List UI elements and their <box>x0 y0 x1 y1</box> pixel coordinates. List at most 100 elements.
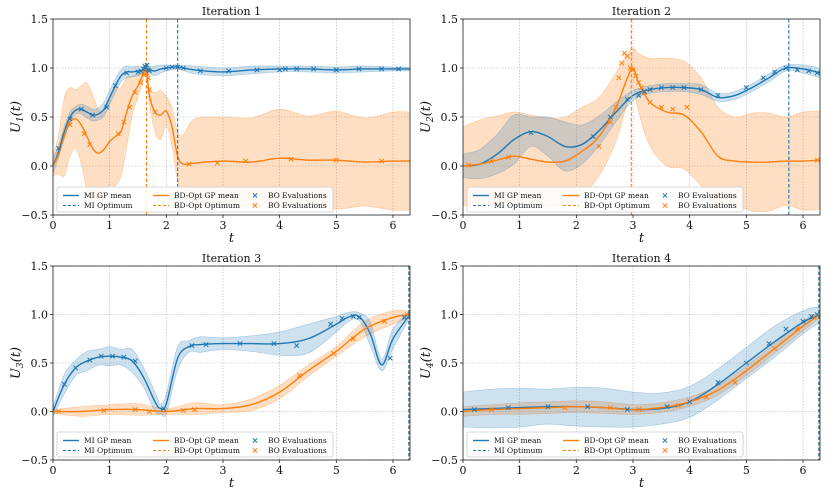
x-tick-label: 2 <box>163 219 170 232</box>
x-tick-label: 2 <box>573 464 580 477</box>
legend-box <box>466 186 744 213</box>
x-tick-label: 6 <box>390 219 397 232</box>
bo-evaluation-mi-point <box>624 407 630 413</box>
bo-evaluation-mi-point <box>715 379 721 385</box>
series-line-bd-opt-gp-mean <box>53 313 410 413</box>
bo-evaluation-bd-point <box>101 407 107 414</box>
bo-evaluation-bd-point <box>146 87 152 93</box>
bo-evaluation-mi-point <box>67 116 73 122</box>
legend-marker-handle <box>662 202 668 209</box>
x-tick-label: 5 <box>743 464 750 477</box>
bo-evaluation-bd-point <box>138 80 144 86</box>
bo-evaluation-bd-point <box>814 157 820 163</box>
bo-evaluation-mi-point <box>271 341 277 347</box>
y-tick-label: 0.5 <box>441 111 459 124</box>
legend-marker-handle <box>252 202 258 209</box>
bo-evaluation-mi-point <box>585 404 591 410</box>
y-axis-label: U2(t) <box>419 101 436 133</box>
bo-evaluation-mi-point <box>90 112 96 118</box>
bo-evaluation-bd-point <box>145 75 151 81</box>
bo-evaluation-mi-point <box>379 66 385 72</box>
confidence-band-mi <box>53 64 410 174</box>
x-tick-label: 5 <box>333 219 340 232</box>
bo-evaluation-bd-point <box>214 160 220 166</box>
y-axis-label-main: U <box>9 367 24 379</box>
confidence-band-bd <box>53 63 410 211</box>
bo-evaluation-bd-point <box>636 407 642 413</box>
bo-evaluation-mi-point <box>197 68 203 74</box>
legend-label: MI GP mean <box>84 191 131 200</box>
legend-label: BO Evaluations <box>678 446 737 455</box>
x-tick-label: 5 <box>743 219 750 232</box>
bo-evaluation-bd-point <box>132 89 138 96</box>
bo-evaluation-mi-point <box>715 92 721 98</box>
bo-evaluation-mi-point <box>132 358 138 364</box>
bo-evaluation-mi-point <box>203 342 209 348</box>
legend-label: BO Evaluations <box>678 436 737 445</box>
y-tick-label: 0.0 <box>31 160 49 173</box>
y-axis-label-arg: (t) <box>9 101 24 116</box>
legend-label: BO Evaluations <box>268 436 327 445</box>
bo-evaluation-mi-point <box>237 341 243 347</box>
bo-evaluation-mi-point <box>607 114 613 120</box>
x-tick-label: 1 <box>516 464 523 477</box>
x-axis-label: t <box>229 476 235 491</box>
x-tick-label: 0 <box>50 219 57 232</box>
bo-evaluation-bd-point <box>630 67 636 73</box>
x-tick-label: 0 <box>460 219 467 232</box>
bo-evaluation-bd-point <box>627 65 633 71</box>
legend-label: BD-Opt GP mean <box>584 191 649 200</box>
legend-label: MI Optimum <box>494 201 542 210</box>
bo-evaluation-bd-point <box>675 403 681 409</box>
x-axis-label: t <box>229 231 235 246</box>
bo-evaluation-mi-point <box>350 313 356 319</box>
legend-marker-handle <box>662 447 668 454</box>
x-tick-label: 3 <box>630 219 637 232</box>
series-line-bd-opt-gp-mean <box>463 67 820 167</box>
bo-evaluation-bd-point <box>146 408 152 415</box>
bo-evaluation-mi-point <box>112 83 118 89</box>
x-tick-label: 0 <box>50 464 57 477</box>
legend-marker-handle <box>662 437 668 444</box>
y-tick-label: 1.0 <box>441 309 459 322</box>
bo-evaluation-mi-point <box>407 311 410 318</box>
bo-evaluation-bd-point <box>670 106 676 112</box>
bo-evaluation-mi-point <box>294 66 300 72</box>
legend-box <box>466 431 744 458</box>
y-tick-label: 0.0 <box>441 406 459 419</box>
bo-evaluation-mi-point <box>783 65 789 71</box>
legend-label: MI GP mean <box>494 191 541 200</box>
legend-label: BO Evaluations <box>268 201 327 210</box>
bo-evaluation-mi-point <box>743 85 749 91</box>
bo-evaluation-mi-point <box>356 66 362 72</box>
bo-evaluation-bd-point <box>81 131 87 137</box>
x-tick-label: 3 <box>630 464 637 477</box>
y-axis-label-subscript: 4 <box>426 362 436 369</box>
legend-marker-handle <box>252 192 258 199</box>
bo-evaluation-mi-point <box>766 341 772 347</box>
bo-evaluation-mi-point <box>670 85 676 91</box>
bo-evaluation-mi-point <box>806 68 812 74</box>
legend-label: BD-Opt Optimum <box>174 446 240 455</box>
bo-evaluation-mi-point <box>226 68 232 74</box>
bo-evaluation-mi-point <box>760 75 766 81</box>
x-axis-label: t <box>639 231 645 246</box>
bo-evaluation-mi-point <box>687 399 693 405</box>
plot-area <box>53 19 410 215</box>
y-axis-label-arg: (t) <box>9 347 24 362</box>
bo-evaluation-bd-point <box>607 119 613 125</box>
legend-label: MI Optimum <box>84 201 132 210</box>
bo-evaluation-mi-point <box>808 313 815 319</box>
y-axis-label-main: U <box>419 367 434 379</box>
bo-evaluation-bd-point <box>121 119 127 125</box>
bo-evaluation-mi-point <box>387 355 393 361</box>
legend-box <box>56 186 334 213</box>
legend-label: MI GP mean <box>84 436 131 445</box>
bo-evaluation-bd-point <box>647 99 653 105</box>
bo-evaluation-bd-point <box>132 407 138 413</box>
bo-evaluation-bd-point <box>333 157 339 163</box>
bo-evaluation-mi-point <box>98 353 104 359</box>
chart-title: Iteration 1 <box>202 5 261 18</box>
